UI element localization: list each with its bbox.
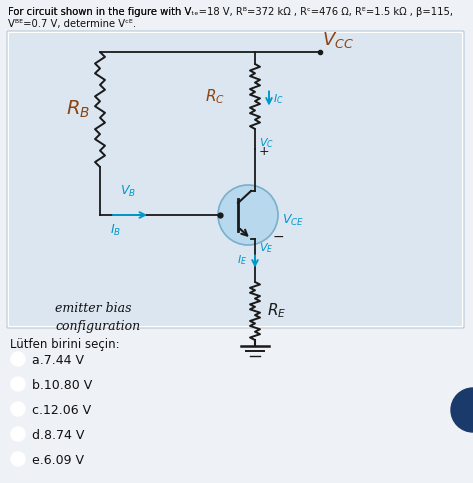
Text: e.6.09 V: e.6.09 V [32, 454, 84, 467]
Text: $V_B$: $V_B$ [120, 184, 136, 199]
FancyBboxPatch shape [9, 33, 462, 326]
Text: $V_E$: $V_E$ [259, 241, 273, 255]
Text: a.7.44 V: a.7.44 V [32, 354, 84, 367]
Text: $R_C$: $R_C$ [205, 87, 225, 106]
Circle shape [11, 352, 25, 366]
Text: Lütfen birini seçin:: Lütfen birini seçin: [10, 338, 120, 351]
Text: $R_B$: $R_B$ [66, 99, 90, 120]
Text: c.12.06 V: c.12.06 V [32, 404, 91, 417]
Text: emitter bias
configuration: emitter bias configuration [55, 302, 140, 333]
Text: $V_C$: $V_C$ [259, 136, 274, 150]
Text: For circuit shown in the figure with Vₜₑ=18 V, Rᴮ=372 kΩ , Rᶜ=476 Ω, Rᴱ=1.5 kΩ ,: For circuit shown in the figure with Vₜₑ… [8, 7, 453, 17]
Circle shape [11, 452, 25, 466]
Text: $I_E$: $I_E$ [237, 254, 247, 268]
Text: +: + [259, 145, 270, 158]
Text: $R_E$: $R_E$ [267, 302, 286, 320]
Circle shape [451, 388, 473, 432]
Text: $I_C$: $I_C$ [273, 93, 284, 106]
Circle shape [11, 377, 25, 391]
Text: $I_B$: $I_B$ [110, 223, 121, 238]
Circle shape [218, 185, 278, 245]
FancyBboxPatch shape [7, 31, 464, 328]
Text: d.8.74 V: d.8.74 V [32, 429, 84, 442]
Text: −: − [273, 230, 285, 244]
Circle shape [11, 427, 25, 441]
Text: Vᴮᴱ=0.7 V, determine Vᶜᴱ.: Vᴮᴱ=0.7 V, determine Vᶜᴱ. [8, 19, 136, 29]
Text: $V_{CE}$: $V_{CE}$ [282, 213, 304, 227]
Circle shape [11, 402, 25, 416]
Text: For circuit shown in the figure with V: For circuit shown in the figure with V [8, 7, 192, 17]
Text: b.10.80 V: b.10.80 V [32, 379, 92, 392]
Text: $V_{CC}$: $V_{CC}$ [322, 30, 354, 50]
